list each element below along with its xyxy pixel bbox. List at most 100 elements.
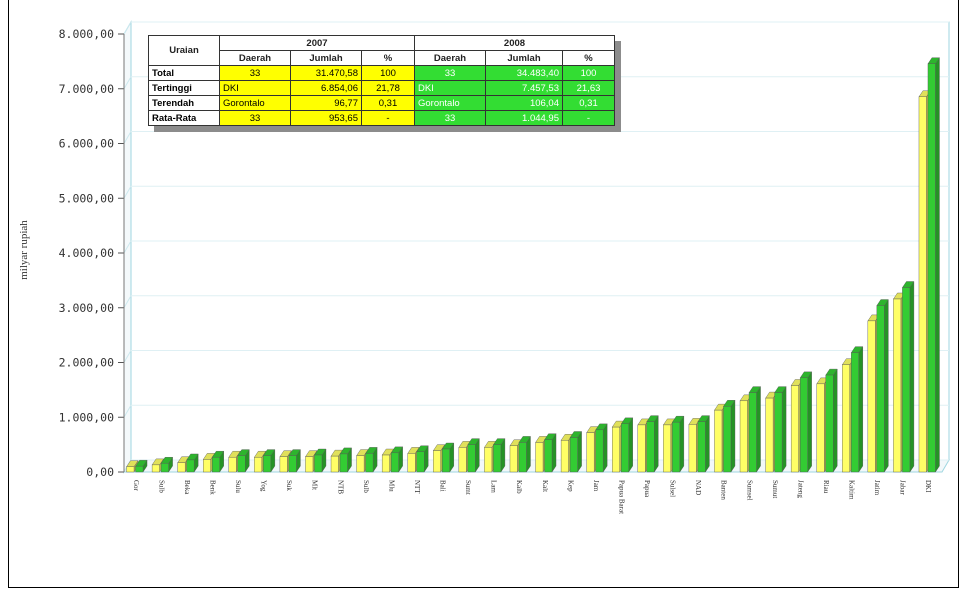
x-tick-label: Sulb [157,480,165,493]
x-tick-label: Papua Barat [617,480,625,514]
bar-series-2-front [876,305,885,473]
y-axis-label: milyar rupiah [18,220,30,280]
x-tick-label: Suk [285,480,293,491]
summary-cell-j07: 6.854,06 [290,80,362,96]
x-tick-label: Mlu [387,480,395,492]
summary-cell-d08: DKI [414,80,486,96]
x-tick-label: Bali [439,480,447,492]
summary-table: Uraian 2007 2008 Daerah Jumlah % Daerah … [148,35,615,126]
bar-series-2-front [416,451,425,473]
bar-series-2 [160,456,173,473]
summary-cell-p08: 100 [562,65,615,81]
bar-series-2 [211,450,225,473]
bar-series-1-front [918,96,927,473]
gridline-depth [123,21,132,35]
bar-series-2-front [697,421,706,473]
bar-series-2 [135,459,148,473]
bar-series-2-front [263,455,272,473]
bar-series-1-front [560,440,569,473]
bar-series-2 [774,385,787,473]
bar-series-1-front [407,453,416,473]
bar-series-2 [237,448,250,473]
bar-series-2 [799,371,813,473]
bar-series-1-front [484,447,493,473]
gridline-depth [123,76,132,90]
bar-series-2-front [314,454,323,473]
bar-series-1-front [739,400,748,473]
bar-series-2-side [781,385,787,473]
header-pct-2008: % [562,50,615,66]
x-tick-label: Yog [260,480,268,492]
bar-series-2-side [551,433,557,473]
bar-series-2 [365,446,378,473]
bar-series-2 [314,448,327,473]
header-jumlah-2008: Jumlah [485,50,563,66]
y-tick-label: 5.000,00 [59,191,114,205]
summary-cell-d07: 33 [219,110,291,126]
x-tick-label: Jam [592,480,600,492]
bar-series-2-front [902,287,911,473]
header-uraian: Uraian [148,35,220,66]
bar-series-1-front [637,424,646,473]
summary-cell-j08: 34.483,40 [485,65,563,81]
bar-series-2-side [628,417,633,473]
bar-series-2-front [186,459,195,473]
summary-cell-d08: 33 [414,110,486,126]
bar-series-1-front [612,426,620,473]
summary-cell-p07: - [361,110,415,126]
bar-series-2-front [851,352,859,473]
summary-cell-label: Terendah [148,95,220,111]
summary-cell-p08: 0,31 [562,95,615,111]
summary-cell-j07: 953,65 [290,110,362,126]
x-tick-label: Kep [566,480,574,492]
bar-series-2 [339,447,352,473]
header-jumlah-2007: Jumlah [290,50,362,66]
bar-series-2-front [442,448,450,473]
summary-cell-j08: 7.457,53 [485,80,563,96]
header-daerah-2007: Daerah [219,50,291,66]
summary-row: Tertinggi DKI 6.854,06 21,78 DKI 7.457,53 21,6… [148,80,615,96]
bar-series-2-side [654,414,659,473]
bar-series-1-front [765,397,774,473]
x-tick-label: Riau [822,480,830,494]
x-tick-label: Jateng [796,480,804,498]
bar-series-2-side [602,423,608,473]
bar-series-2-front [748,392,757,473]
summary-cell-p07: 100 [361,65,415,81]
y-tick-label: 2.000,00 [59,356,114,370]
x-tick-label: Mlt [311,480,319,490]
bar-series-2-front [799,377,808,473]
y-tick-label: 7.000,00 [59,82,114,96]
bar-series-1-front [381,454,390,473]
bar-series-2-front [621,423,629,473]
header-2007: 2007 [219,35,415,51]
bar-series-2 [620,417,634,473]
x-tick-label: Benk [208,480,216,495]
summary-row: Rata-Rata 33 953,65-33 1.044,95- [148,110,615,126]
bar-series-2 [825,368,838,473]
bar-series-2-front [518,442,527,473]
bar-series-1-front [433,450,441,473]
bar-series-2-front [160,463,169,473]
bar-series-2-front [212,457,220,473]
x-tick-label: Sulu [234,480,242,493]
bar-series-2-front [569,437,578,473]
x-tick-label: Kalb [515,480,523,494]
summary-cell-p07: 0,31 [361,95,415,111]
x-tick-label: Jabar [899,480,907,495]
bar-series-2 [876,298,889,473]
bar-series-1-front [126,466,135,473]
summary-cell-p07: 21,78 [361,80,415,96]
x-tick-label: Jatim [873,480,881,496]
summary-cell-label: Total [148,65,220,81]
x-tick-label: NTT [413,480,421,494]
bar-series-2 [416,445,429,473]
bar-series-2-side [730,399,736,473]
gridline-depth [123,404,132,418]
bar-series-2 [467,437,480,473]
bar-series-2-side [884,298,889,473]
bar-series-2-front [774,392,783,473]
bar-series-2-front [237,455,246,473]
gridline-depth [123,295,132,309]
summary-cell-d07: Gorontalo [219,95,291,111]
